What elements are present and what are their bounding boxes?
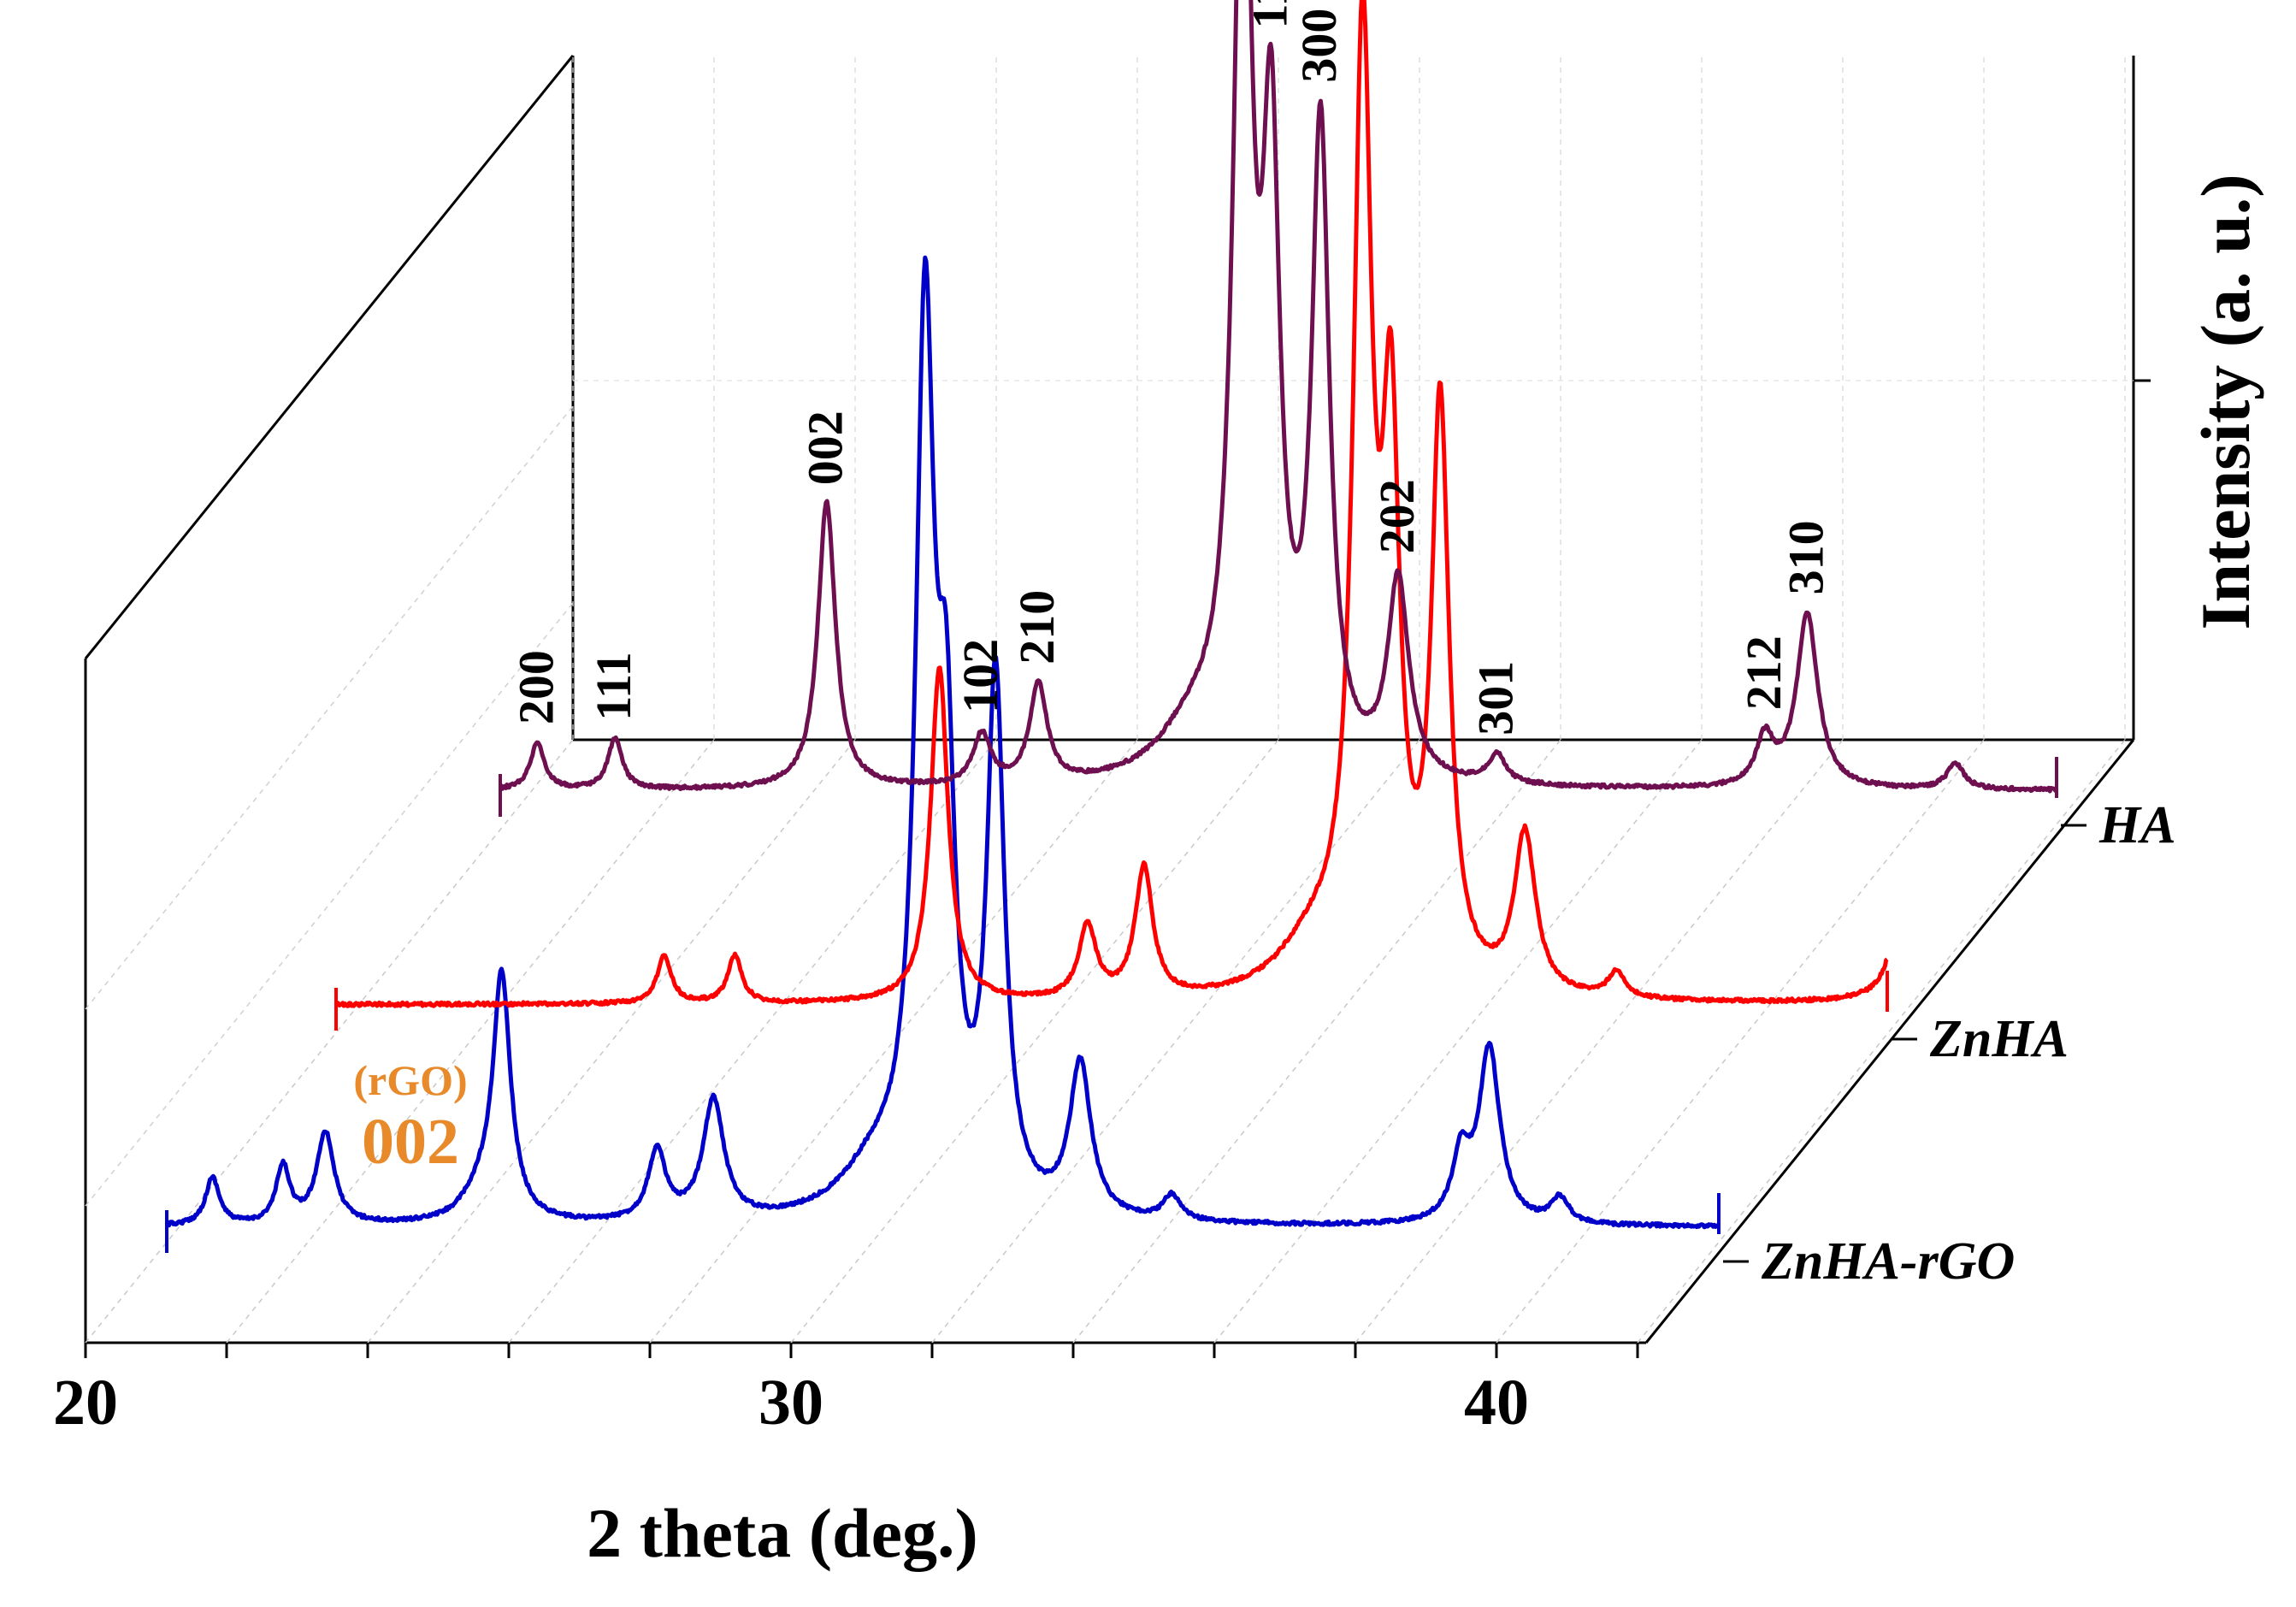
labels-layer: 203040ZnHA-rGOZnHAHA20011100210221021111…	[53, 0, 2176, 1439]
peak-label: 002	[798, 411, 853, 485]
peak-label: 102	[953, 639, 1008, 713]
x-tick-label: 40	[1464, 1367, 1529, 1439]
peak-label: 301	[1468, 661, 1524, 736]
peak-label: 310	[1779, 520, 1834, 594]
rgo-annotation-label: (rGO)	[353, 1056, 467, 1104]
grid-depth-line	[226, 739, 715, 1344]
y-axis-title: Intensity (a. u.)	[2187, 174, 2264, 629]
grid-lines	[84, 56, 2134, 1358]
peak-label: 111	[586, 652, 641, 721]
series-label-ha: HA	[2098, 796, 2176, 854]
top-left-depth-edge	[84, 55, 575, 659]
grid-depth-line	[508, 739, 997, 1344]
peak-label: 300	[1291, 9, 1347, 83]
grid-depth-line	[649, 739, 1138, 1344]
series-label-znha-rgo: ZnHA-rGO	[1761, 1232, 2015, 1291]
right-depth-edge	[1644, 739, 2135, 1344]
series-label-znha: ZnHA	[1929, 1010, 2069, 1068]
x-tick-label: 30	[758, 1367, 823, 1439]
series-line-ha	[498, 0, 2059, 794]
x-axis-title: 2 theta (deg.)	[587, 1494, 978, 1572]
wall-grid-line	[85, 602, 574, 1207]
peak-label: 212	[1736, 635, 1791, 710]
wall-grid-line	[85, 405, 574, 1010]
peak-label: 202	[1369, 479, 1425, 553]
grid-depth-line	[85, 739, 574, 1344]
peak-label: 200	[509, 650, 564, 724]
series-line-znha-rgo	[164, 255, 1721, 1230]
peak-label: 210	[1009, 590, 1065, 665]
grid-depth-line	[367, 739, 856, 1344]
grid-depth-line	[790, 739, 1279, 1344]
x-tick-label: 20	[53, 1367, 118, 1439]
rgo-annotation-index: 002	[362, 1106, 459, 1178]
grid-depth-line	[1072, 739, 1561, 1344]
series-layer	[164, 0, 2059, 1253]
peak-label: 112	[1242, 0, 1298, 28]
grid-depth-line	[931, 739, 1420, 1344]
axes-frame	[84, 55, 2151, 1344]
series-line-znha	[334, 0, 1889, 1008]
